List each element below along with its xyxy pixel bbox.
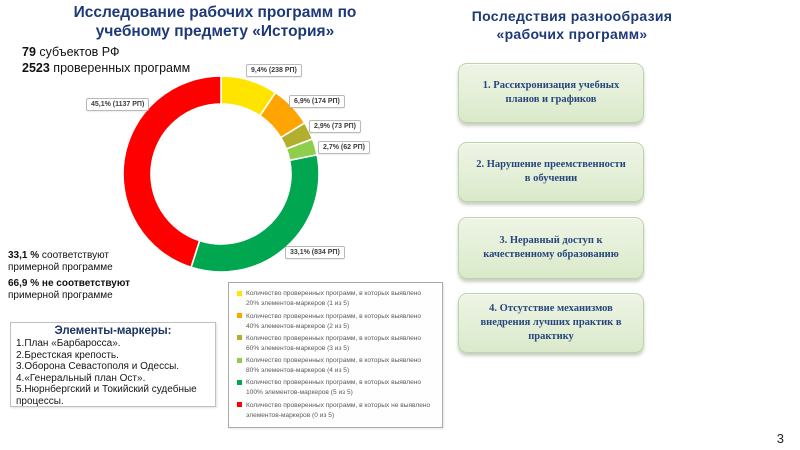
summary-match-rest: соответствуют xyxy=(39,250,109,261)
summary-match: 33,1 % соответствуют примерной программе xyxy=(8,250,183,274)
donut-segment-5 xyxy=(122,75,222,269)
summary-block: 33,1 % соответствуют примерной программе… xyxy=(8,250,183,306)
legend-text-4: Количество проверенных программ, в котор… xyxy=(246,379,422,397)
marker-item: 3.Оборона Севастополя и Одессы. xyxy=(16,361,180,373)
consequence-box-4: 4. Отсутствие механизмов внедрения лучши… xyxy=(458,293,644,353)
consequence-box-1: 1. Рассихронизация учебных планов и граф… xyxy=(458,63,644,123)
donut-label-3: 2,7% (62 РП) xyxy=(318,141,370,154)
legend-item-0: Количество проверенных программ, в котор… xyxy=(237,289,434,309)
summary-nomatch-bold: 66,9 % не соответствуют xyxy=(8,278,131,289)
consequence-box-3-text: 3. Неравный доступ к качественному образ… xyxy=(483,234,619,260)
marker-item: 4.«Генеральный план Ост». xyxy=(16,372,146,384)
legend-swatch-3 xyxy=(237,357,242,363)
stat-programs: 2523 проверенных программ xyxy=(22,60,190,76)
marker-item: 2.Брестская крепость. xyxy=(16,349,119,361)
donut-label-4: 33,1% (834 РП) xyxy=(285,246,345,259)
legend-swatch-4 xyxy=(237,379,242,385)
legend-text-3: Количество проверенных программ, в котор… xyxy=(246,357,422,375)
stat-subjects-label: субъектов РФ xyxy=(39,45,120,59)
stat-subjects: 79 субъектов РФ xyxy=(22,44,190,60)
legend-item-4: Количество проверенных программ, в котор… xyxy=(237,378,434,398)
marker-item: 5.Нюрнбергский и Токийский судебные проц… xyxy=(16,384,197,407)
legend-text-5: Количество проверенных программ, в котор… xyxy=(246,401,431,419)
summary-nomatch: 66,9 % не соответствуют примерной програ… xyxy=(8,278,183,302)
legend-item-2: Количество проверенных программ, в котор… xyxy=(237,334,434,354)
legend-swatch-0 xyxy=(237,290,242,296)
marker-item: 1.План «Барбаросса». xyxy=(16,338,121,349)
donut-label-1: 6,9% (174 РП) xyxy=(289,95,345,108)
donut-label-2: 2,9% (73 РП) xyxy=(309,120,361,133)
consequence-box-4-text: 4. Отсутствие механизмов внедрения лучши… xyxy=(480,302,622,343)
consequence-box-2: 2. Нарушение преемственности в обучении xyxy=(458,142,644,202)
marker-elements-box: Элементы-маркеры: 1.План «Барбаросса». 2… xyxy=(10,322,216,407)
legend-item-5: Количество проверенных программ, в котор… xyxy=(237,401,434,421)
page-number: 3 xyxy=(776,431,784,446)
consequence-box-3: 3. Неравный доступ к качественному образ… xyxy=(458,217,644,279)
legend-text-0: Количество проверенных программ, в котор… xyxy=(246,290,422,308)
summary-match-line2: примерной программе xyxy=(8,262,113,273)
summary-nomatch-line2: примерной программе xyxy=(8,290,113,301)
donut-svg xyxy=(122,75,320,273)
legend-item-1: Количество проверенных программ, в котор… xyxy=(237,312,434,332)
consequence-box-2-text: 2. Нарушение преемственности в обучении xyxy=(476,158,626,184)
legend-text-2: Количество проверенных программ, в котор… xyxy=(246,334,422,352)
chart-legend: Количество проверенных программ, в котор… xyxy=(228,282,443,428)
right-title: Последствия разнообразия «рабочих програ… xyxy=(471,8,673,43)
donut-label-0: 9,4% (238 РП) xyxy=(246,64,302,77)
legend-text-1: Количество проверенных программ, в котор… xyxy=(246,312,422,330)
stat-programs-value: 2523 xyxy=(22,61,50,76)
legend-item-3: Количество проверенных программ, в котор… xyxy=(237,356,434,376)
donut-label-5: 45,1% (1137 РП) xyxy=(86,98,150,111)
legend-swatch-2 xyxy=(237,335,242,341)
stats-block: 79 субъектов РФ 2523 проверенных програм… xyxy=(22,44,190,77)
summary-match-bold: 33,1 % xyxy=(8,250,40,261)
legend-swatch-1 xyxy=(237,313,242,319)
stat-programs-label: проверенных программ xyxy=(53,61,191,76)
marker-elements-title: Элементы-маркеры: xyxy=(54,325,172,337)
stat-subjects-value: 79 xyxy=(22,45,36,59)
consequence-box-1-text: 1. Рассихронизация учебных планов и граф… xyxy=(482,79,620,105)
left-title: Исследование рабочих программ по учебном… xyxy=(73,4,357,40)
legend-swatch-5 xyxy=(237,402,242,408)
